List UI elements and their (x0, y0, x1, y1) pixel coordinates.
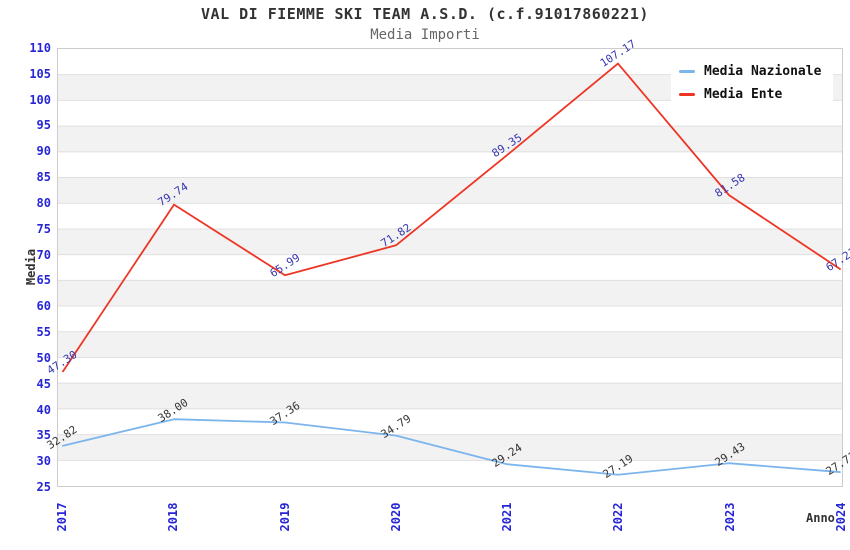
y-axis-tick-label: 30 (36, 454, 51, 469)
x-axis-tick-label: 2023 (722, 502, 737, 532)
x-axis-tick-label: 2020 (388, 502, 403, 532)
plot-area (57, 48, 843, 487)
y-axis-tick-label: 75 (36, 221, 51, 236)
legend: Media Nazionale Media Ente (671, 56, 834, 110)
y-axis-tick-label: 40 (36, 402, 51, 417)
chart-title: VAL DI FIEMME SKI TEAM A.S.D. (c.f.91017… (201, 5, 649, 23)
y-axis-tick-label: 100 (29, 92, 51, 107)
y-axis-tick-label: 45 (36, 376, 51, 391)
alternating-band (58, 383, 842, 409)
legend-label-media-ente: Media Ente (704, 87, 783, 102)
legend-line-marker-icon (679, 93, 695, 96)
y-axis-tick-label: 85 (36, 170, 51, 185)
alternating-band (58, 126, 842, 152)
alternating-band (58, 434, 842, 461)
y-axis-tick-label: 95 (36, 118, 51, 133)
y-axis-tick-label: 90 (36, 144, 51, 159)
legend-label-media-nazionale: Media Nazionale (704, 64, 822, 79)
y-axis-tick-label: 80 (36, 195, 51, 210)
y-axis-tick-label: 50 (36, 350, 51, 365)
x-axis-tick-label: 2024 (834, 502, 848, 532)
series-line-media-nazionale[interactable] (62, 418, 841, 476)
x-axis-tick-label: 2019 (277, 502, 292, 532)
alternating-band (58, 228, 842, 255)
series-line-media-ente[interactable] (62, 62, 841, 373)
y-axis-tick-label: 25 (36, 480, 51, 494)
chart-subtitle: Media Importi (370, 27, 480, 43)
legend-item-media-nazionale[interactable]: Media Nazionale (679, 62, 821, 81)
legend-item-media-ente[interactable]: Media Ente (679, 85, 821, 104)
legend-line-marker-icon (679, 70, 695, 73)
y-axis-tick-label: 105 (29, 66, 51, 81)
y-axis-tick-label: 110 (29, 41, 51, 55)
y-axis-tick-label: 70 (36, 247, 51, 262)
x-axis-tick-label: 2021 (500, 502, 515, 532)
y-axis-tick-label: 65 (36, 273, 51, 288)
x-axis-tick-label: 2018 (166, 502, 181, 532)
y-axis-tick-label: 60 (36, 299, 51, 314)
x-axis-title: Anno (806, 511, 835, 525)
y-axis-tick-label: 35 (36, 428, 51, 443)
alternating-band (58, 280, 842, 307)
x-axis-tick-label: 2022 (611, 502, 626, 532)
alternating-band (58, 331, 842, 358)
x-axis-tick-label: 2017 (55, 502, 69, 532)
plot-canvas (58, 62, 842, 476)
alternating-band (58, 177, 842, 204)
y-axis-tick-label: 55 (36, 325, 51, 340)
